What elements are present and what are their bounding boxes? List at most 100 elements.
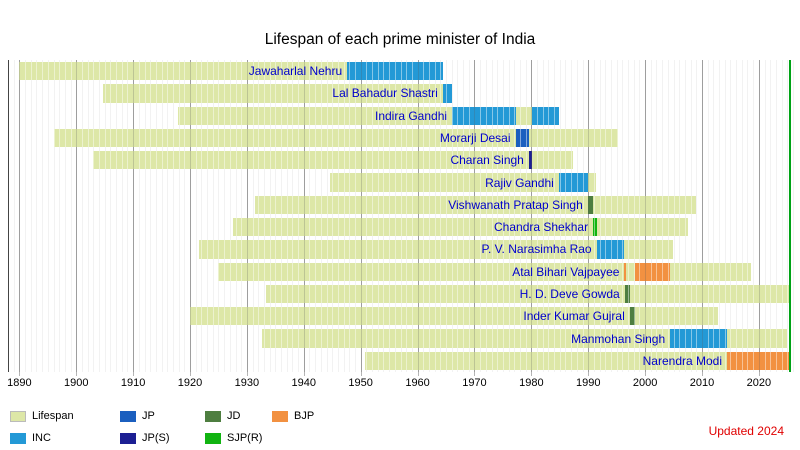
pm-name-label[interactable]: Inder Kumar Gujral	[523, 309, 625, 324]
year-gridline	[411, 60, 413, 372]
decade-gridline-overlay	[360, 60, 362, 372]
year-gridline-overlay	[59, 60, 61, 372]
pm-name-label[interactable]: Jawaharlal Nehru	[248, 64, 343, 79]
year-gridline	[662, 60, 664, 372]
pm-name-label[interactable]: Atal Bihari Vajpayee	[512, 264, 620, 279]
year-gridline-overlay	[337, 60, 339, 372]
year-gridline-overlay	[263, 60, 265, 372]
year-gridline	[229, 60, 231, 372]
year-gridline-overlay	[662, 60, 664, 372]
year-gridline	[571, 60, 573, 372]
present-line	[789, 60, 792, 372]
year-gridline-overlay	[47, 60, 49, 372]
year-gridline-overlay	[235, 60, 237, 372]
x-tick-label: 1910	[120, 377, 146, 389]
year-gridline	[741, 60, 743, 372]
year-gridline	[724, 60, 726, 372]
year-gridline	[87, 60, 89, 372]
pm-name-label[interactable]: Lal Bahadur Shastri	[332, 86, 438, 101]
year-gridline-overlay	[736, 60, 738, 372]
year-gridline	[554, 60, 556, 372]
year-gridline-overlay	[121, 60, 123, 372]
year-gridline	[633, 60, 635, 372]
year-gridline	[121, 60, 123, 372]
year-gridline-overlay	[497, 60, 499, 372]
year-gridline-overlay	[64, 60, 66, 372]
pm-name-label[interactable]: P. V. Narasimha Rao	[481, 242, 592, 257]
year-gridline	[696, 60, 698, 372]
year-gridline-overlay	[406, 60, 408, 372]
year-gridline	[332, 60, 334, 372]
pm-name-label[interactable]: Rajiv Gandhi	[485, 175, 554, 190]
year-gridline	[343, 60, 345, 372]
year-gridline	[389, 60, 391, 372]
year-gridline-overlay	[514, 60, 516, 372]
year-gridline	[275, 60, 277, 372]
year-gridline-overlay	[292, 60, 294, 372]
year-gridline-overlay	[730, 60, 732, 372]
year-gridline	[525, 60, 527, 372]
year-gridline	[309, 60, 311, 372]
year-gridline	[25, 60, 27, 372]
year-gridline	[155, 60, 157, 372]
decade-gridline-overlay	[531, 60, 533, 372]
term-bar	[515, 128, 529, 148]
year-gridline-overlay	[42, 60, 44, 372]
year-gridline-overlay	[753, 60, 755, 372]
pm-name-label[interactable]: H. D. Deve Gowda	[519, 287, 620, 301]
year-gridline	[150, 60, 152, 372]
year-gridline-overlay	[542, 60, 544, 372]
year-gridline-overlay	[127, 60, 129, 372]
year-gridline	[337, 60, 339, 372]
year-gridline-overlay	[764, 60, 766, 372]
year-gridline	[707, 60, 709, 372]
x-tick-label: 1920	[177, 377, 203, 389]
year-gridline-overlay	[366, 60, 368, 372]
year-gridline	[508, 60, 510, 372]
year-gridline	[434, 60, 436, 372]
year-gridline	[719, 60, 721, 372]
legend-label: JD	[227, 410, 241, 422]
pm-name-label[interactable]: Manmohan Singh	[571, 331, 666, 346]
year-gridline-overlay	[741, 60, 743, 372]
pm-name-label[interactable]: Chandra Shekhar	[494, 220, 589, 235]
year-gridline-overlay	[394, 60, 396, 372]
decade-gridline-overlay	[474, 60, 476, 372]
pm-name-label[interactable]: Vishwanath Pratap Singh	[448, 197, 583, 212]
year-gridline-overlay	[144, 60, 146, 372]
year-gridline-overlay	[622, 60, 624, 372]
year-gridline	[781, 60, 783, 372]
decade-gridline-overlay	[645, 60, 647, 372]
year-gridline	[252, 60, 254, 372]
year-gridline	[628, 60, 630, 372]
year-gridline	[576, 60, 578, 372]
decade-gridline-overlay	[758, 60, 760, 372]
pm-name-label[interactable]: Charan Singh	[450, 153, 524, 168]
pm-name-label[interactable]: Morarji Desai	[439, 131, 511, 145]
decade-gridline-overlay	[76, 60, 78, 372]
year-gridline	[787, 60, 789, 372]
pm-name-label[interactable]: Narendra Modi	[642, 353, 723, 368]
decade-gridline-overlay	[588, 60, 590, 372]
year-gridline-overlay	[343, 60, 345, 372]
year-gridline-overlay	[377, 60, 379, 372]
year-gridline-overlay	[610, 60, 612, 372]
year-gridline	[559, 60, 561, 372]
x-tick-label: 1970	[462, 377, 487, 389]
year-gridline	[446, 60, 447, 372]
year-gridline-overlay	[252, 60, 254, 372]
year-gridline-overlay	[548, 60, 550, 372]
year-gridline	[514, 60, 516, 372]
term-bar	[531, 106, 559, 125]
year-gridline-overlay	[286, 60, 288, 372]
year-gridline-overlay	[451, 60, 453, 372]
year-gridline-overlay	[320, 60, 322, 372]
year-gridline	[354, 60, 356, 372]
x-tick-label: 2020	[746, 377, 772, 389]
pm-name-label[interactable]: Indira Gandhi	[375, 108, 448, 123]
year-gridline	[144, 60, 146, 372]
year-gridline-overlay	[30, 60, 32, 372]
year-gridline	[47, 60, 49, 372]
x-tick-label: 2000	[632, 377, 658, 389]
year-gridline	[775, 60, 777, 372]
